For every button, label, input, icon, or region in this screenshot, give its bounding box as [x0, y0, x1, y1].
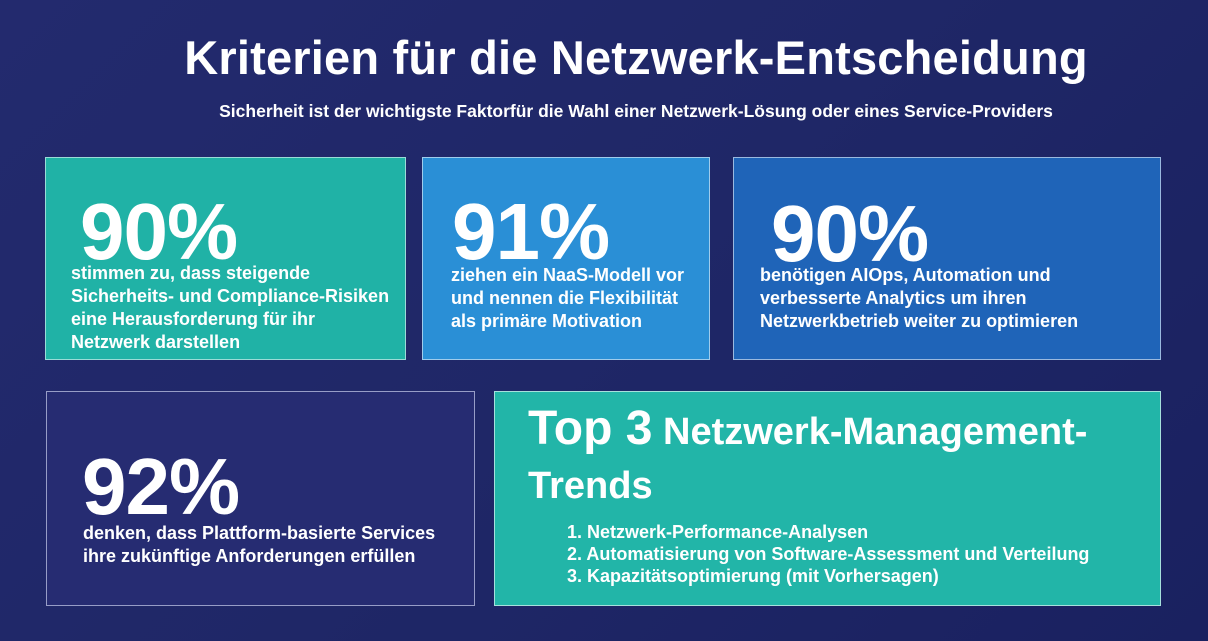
stat-description-line: benötigen AIOps, Automation und [760, 265, 1051, 285]
stat-description-line: eine Herausforderung für ihr [71, 309, 316, 329]
stat-value: 91% [452, 187, 610, 276]
stat-description-line: ziehen ein NaaS-Modell vor [451, 265, 685, 285]
stat-description-line: Netzwerkbetrieb weiter zu optimieren [760, 311, 1079, 331]
stat-description-line: ihre zukünftige Anforderungen erfüllen [83, 546, 416, 566]
stat-description: ziehen ein NaaS-Modell vor und nennen di… [451, 264, 684, 333]
trends-heading-rest: Netzwerk-Management- [652, 411, 1088, 453]
stat-description-line: und nennen die Flexibilität [451, 288, 679, 308]
stat-description-line: Netzwerk darstellen [71, 332, 241, 352]
trend-item: 1. Netzwerk-Performance-Analysen [567, 522, 869, 542]
page-title: Kriterien für die Netzwerk-Entscheidung [184, 31, 1088, 84]
stat-description-line: als primäre Motivation [451, 311, 643, 331]
trends-card: Top 3 Netzwerk-Management- Trends 1. Net… [494, 391, 1161, 606]
stat-description-line: verbesserte Analytics um ihren [760, 288, 1027, 308]
stat-value: 90% [80, 187, 238, 276]
stat-description: benötigen AIOps, Automation und verbesse… [760, 264, 1078, 333]
trend-item: 2. Automatisierung von Software-Assessme… [567, 544, 1090, 564]
stat-description-line: Sicherheits- und Compliance-Risiken [71, 286, 390, 306]
stat-card-aiops: 90% benötigen AIOps, Automation und verb… [733, 157, 1161, 360]
stat-description: denken, dass Plattform-basierte Services… [83, 522, 435, 568]
stat-description-line: denken, dass Plattform-basierte Services [83, 523, 436, 543]
page-subtitle: Sicherheit ist der wichtigste Faktorfür … [219, 101, 1053, 121]
trend-item: 3. Kapazitätsoptimierung (mit Vorhersage… [567, 566, 939, 586]
stat-value: 92% [82, 442, 240, 531]
trends-list: 1. Netzwerk-Performance-Analysen 2. Auto… [567, 521, 1089, 587]
trends-heading-line2: Trends [528, 465, 653, 507]
stat-card-platform: 92% denken, dass Plattform-basierte Serv… [46, 391, 475, 606]
stat-description-line: stimmen zu, dass steigende [71, 263, 311, 283]
stat-card-security: 90% stimmen zu, dass steigende Sicherhei… [45, 157, 406, 360]
trends-heading: Top 3 Netzwerk-Management- Trends [528, 402, 1128, 508]
stat-value: 90% [771, 189, 929, 278]
trends-heading-top3: Top 3 [528, 402, 653, 455]
stat-card-naas: 91% ziehen ein NaaS-Modell vor und nenne… [422, 157, 710, 360]
stat-description: stimmen zu, dass steigende Sicherheits- … [71, 262, 389, 354]
